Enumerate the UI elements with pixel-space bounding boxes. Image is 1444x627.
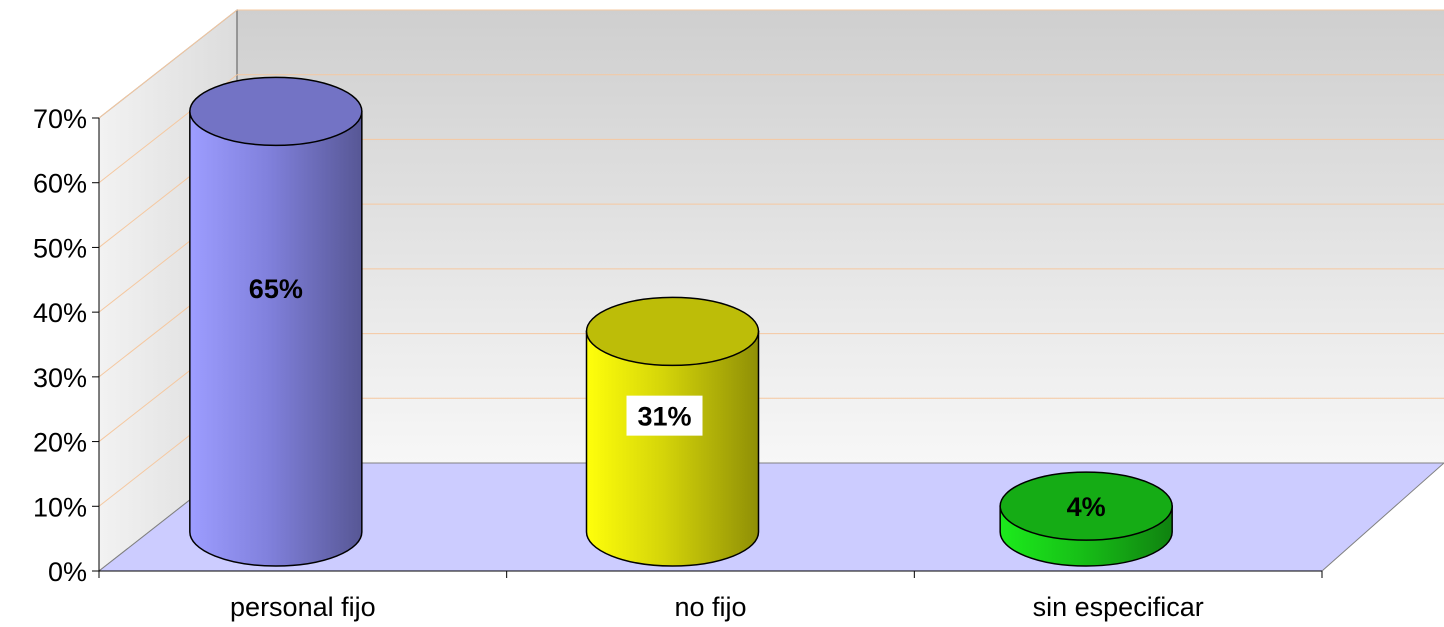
data-label: 4% [1067,492,1106,522]
y-tick-label: 40% [33,298,87,328]
bar-body [585,330,760,567]
y-tick-label: 20% [33,428,87,458]
y-tick-label: 30% [33,363,87,393]
gridline-side [98,9,238,119]
bar-top [585,296,760,367]
x-tick-label: sin especificar [1033,592,1204,622]
bar [189,76,363,567]
y-tick-label: 60% [33,169,87,199]
labels: 65% 31% 4% [249,274,1106,522]
back-wall [237,10,1444,463]
x-tick-label: no fijo [674,592,746,622]
bar-body [189,110,363,567]
data-label-box [626,395,703,436]
y-tick-label: 70% [33,104,87,134]
bar-top [189,76,363,147]
bar [585,296,760,567]
bar [999,471,1173,567]
y-tick-label: 10% [33,492,87,522]
y-tick-label: 50% [33,233,87,263]
bars [189,76,1173,567]
data-label: 65% [249,274,303,304]
data-label: 31% [637,402,691,432]
x-tick-label: personal fijo [230,592,376,622]
bar-top [999,471,1173,541]
y-tick-label: 0% [48,557,87,587]
axes: 0% 10% 20% 30% 40% 50% 60% 70% personal fijo no f… [33,104,1323,622]
